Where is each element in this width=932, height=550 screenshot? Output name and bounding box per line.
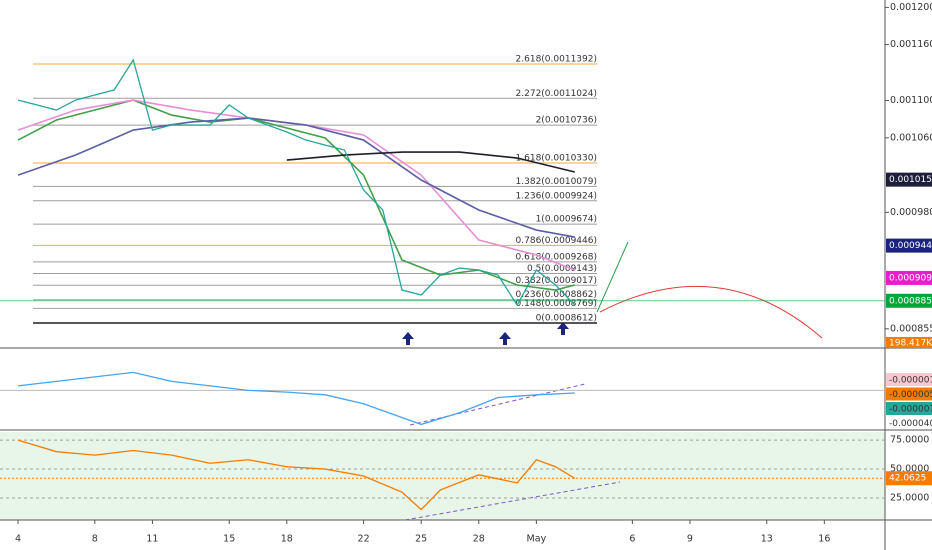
price-badge-label: 0.0010151 [889,175,932,185]
x-tick-label: 11 [146,534,158,545]
fib-label: 1.236(0.0009924) [516,191,597,201]
arrows [402,322,569,345]
y-tick-label: 0.0011600 [890,39,932,50]
macd-badge [886,416,932,430]
macd-label: -0.0000400 [889,419,932,429]
volume-badge [886,337,932,348]
macd-line [17,371,575,426]
price-badge [886,270,932,285]
up-arrow [499,332,511,345]
price-badge [886,238,932,253]
up-arrow [402,332,414,345]
fib-label: 1(0.0009674) [536,215,597,225]
macd-label: -0.0000073 [889,405,932,415]
macd-badge [886,402,932,415]
fib-label: 0.236(0.0008862) [516,290,597,300]
volume-label: 198.417K [889,339,932,349]
macd-label: -0.0000019 [889,376,932,386]
fib-label: 0.5(0.0009143) [527,264,597,274]
x-tick-label: 15 [223,534,235,545]
rsi-pane [0,432,885,520]
y-tick-label: 0.0009800 [890,207,932,218]
trend-line [404,481,621,521]
rsi-tick-label: 25.0000 [890,493,929,504]
x-tick-label: 18 [281,534,293,545]
price-badge [886,293,932,308]
price-badge-label: 0.0008851 [889,296,932,306]
rsi-tick-label: 50.0000 [890,464,929,475]
x-tick-label: 9 [687,534,693,545]
fib-label: 0(0.0008612) [536,314,597,324]
fib-label: 2.618(0.0011392) [516,55,597,65]
fib-label: 2(0.0010736) [536,116,597,126]
projection-curve [599,285,823,339]
x-tick-label: 22 [358,534,370,545]
y-tick-label: 0.0008550 [890,323,932,334]
fib-label: 0.148(0.0008769) [516,299,597,309]
price-badge-label: 0.0009443 [889,241,932,251]
fib-label: 0.382(0.0009017) [516,276,597,286]
x-tick-label: 6 [629,534,635,545]
macd-label: -0.0000054 [889,390,932,400]
x-tick-label: 28 [473,534,485,545]
price-line [17,58,576,307]
moving-average [17,99,575,291]
x-tick-label: 8 [92,534,98,545]
y-tick-label: 0.0010600 [890,132,932,143]
rsi-badge [886,471,932,486]
rsi-badge-label: 42.0625 [889,474,926,484]
rsi-tick-label: 75.0000 [890,435,929,446]
macd-badge [886,387,932,401]
rsi-line [17,439,576,511]
up-arrow [557,322,569,335]
x-tick-label: 13 [761,534,773,545]
y-tick-label: 0.0012000 [890,2,932,13]
x-tick-label: 4 [15,534,21,545]
fib-label: 0.786(0.0009446) [516,236,597,246]
fib-label: 0.618(0.0009268) [516,252,597,262]
fib-label: 2.272(0.0011024) [516,89,597,99]
fib-label: 1.618(0.0010330) [516,153,597,163]
x-tick-label: 25 [415,534,427,545]
price-badge-label: 0.0009096 [889,273,932,283]
moving-average [17,117,575,238]
price-badge [886,172,932,187]
y-tick-label: 0.0011000 [890,95,932,106]
macd-badge [886,373,932,386]
fib-label: 1.382(0.0010079) [516,177,597,187]
x-tick-label: May [527,534,547,545]
moving-average [286,151,575,173]
x-tick-label: 16 [818,534,830,545]
